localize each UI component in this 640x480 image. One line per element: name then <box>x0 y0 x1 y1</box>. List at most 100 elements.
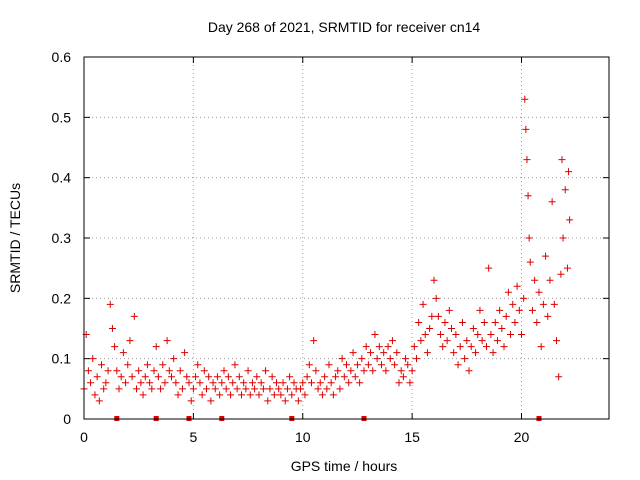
data-point <box>273 379 280 387</box>
data-point <box>371 331 379 339</box>
data-point <box>183 373 191 381</box>
data-point <box>198 391 206 399</box>
data-point <box>469 325 477 332</box>
data-point <box>113 367 121 375</box>
data-point <box>537 343 545 351</box>
data-point <box>238 391 245 399</box>
data-point <box>316 379 324 387</box>
data-point <box>428 312 436 320</box>
data-point <box>270 391 278 399</box>
data-point <box>406 379 414 387</box>
data-point <box>450 349 458 357</box>
data-point <box>521 95 529 103</box>
data-point <box>257 379 265 387</box>
data-point <box>461 355 469 363</box>
data-point <box>373 355 381 363</box>
data-point <box>264 397 272 405</box>
plot-frame <box>83 56 610 420</box>
data-point <box>445 306 453 314</box>
data-point <box>176 367 184 375</box>
data-point <box>347 367 355 375</box>
data-point <box>314 385 322 393</box>
data-point <box>178 385 186 393</box>
data-point <box>526 258 534 266</box>
data-point <box>277 391 285 399</box>
data-point <box>126 337 134 345</box>
data-point <box>141 373 149 381</box>
data-point <box>410 343 418 351</box>
data-point <box>498 325 506 332</box>
data-point <box>474 331 482 339</box>
data-point <box>480 318 488 326</box>
data-point <box>487 331 495 339</box>
data-point <box>544 312 552 320</box>
data-point <box>421 331 429 339</box>
data-point <box>233 385 241 393</box>
data-point <box>150 367 158 375</box>
data-point <box>332 373 340 381</box>
data-point <box>246 391 254 399</box>
data-point <box>340 373 348 381</box>
data-point <box>417 337 425 345</box>
data-point <box>559 234 567 242</box>
data-point <box>535 288 543 296</box>
data-point <box>305 361 313 369</box>
data-point <box>303 373 311 381</box>
data-point <box>509 300 517 308</box>
data-point <box>275 385 283 393</box>
data-point <box>189 385 197 393</box>
data-point <box>478 337 486 345</box>
data-point <box>528 306 536 314</box>
data-point <box>220 367 228 375</box>
data-point <box>196 379 204 387</box>
x-tick-label: 20 <box>514 429 530 445</box>
data-point <box>106 300 114 308</box>
data-point <box>522 125 530 133</box>
data-point <box>384 343 392 351</box>
data-point <box>399 373 407 381</box>
data-point <box>502 312 510 320</box>
data-point <box>441 318 449 326</box>
data-point <box>402 355 410 363</box>
chart-title: Day 268 of 2021, SRMTID for receiver cn1… <box>208 19 481 35</box>
data-point <box>224 373 232 381</box>
data-point <box>262 367 270 375</box>
data-point <box>216 391 224 399</box>
data-point <box>489 349 497 357</box>
data-point <box>174 391 182 399</box>
data-point <box>423 349 431 357</box>
data-point <box>353 361 361 369</box>
data-point <box>349 349 357 357</box>
data-point <box>222 385 230 393</box>
data-point <box>448 325 455 332</box>
data-point <box>437 331 445 339</box>
data-point <box>231 361 239 369</box>
data-point <box>391 361 399 369</box>
data-point <box>95 397 103 405</box>
data-point <box>408 367 416 375</box>
data-point <box>187 397 195 405</box>
data-point <box>279 379 287 387</box>
y-tick-label: 0.1 <box>52 351 72 367</box>
data-point <box>93 373 101 381</box>
data-point <box>343 361 350 369</box>
data-point <box>351 373 359 381</box>
data-point <box>533 318 541 326</box>
data-point <box>161 379 169 387</box>
data-point <box>491 318 499 326</box>
data-point <box>248 379 256 387</box>
data-point <box>566 216 574 224</box>
data-point <box>356 379 364 387</box>
data-point <box>507 331 515 339</box>
data-point <box>200 367 208 375</box>
data-point <box>128 373 136 381</box>
data-point <box>472 349 480 357</box>
y-tick-label: 0 <box>63 411 71 427</box>
data-point <box>413 355 420 363</box>
data-point <box>563 264 571 272</box>
data-point <box>382 367 390 375</box>
data-point <box>496 306 504 314</box>
data-point <box>207 397 215 405</box>
data-point <box>91 391 99 399</box>
